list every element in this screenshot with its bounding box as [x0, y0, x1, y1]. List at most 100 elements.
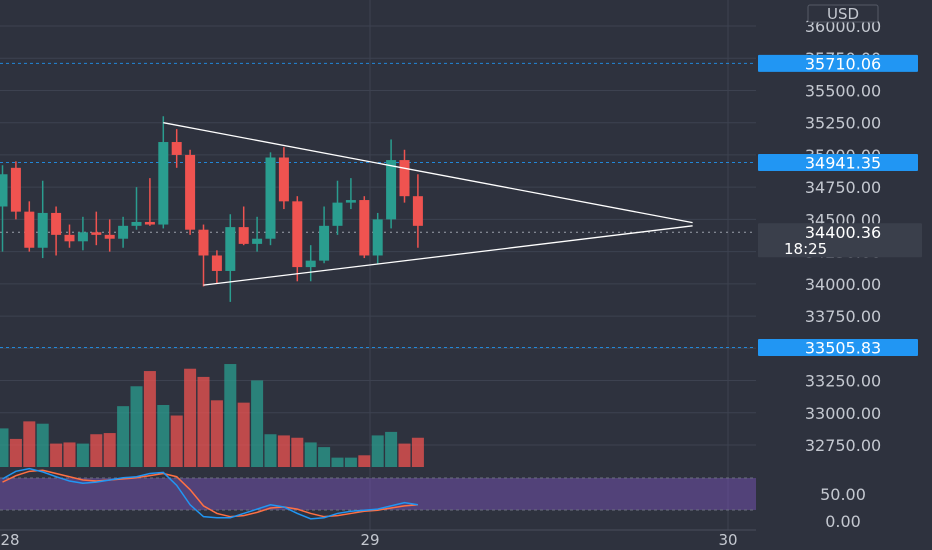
volume-bar — [291, 437, 304, 467]
candle-body — [238, 227, 249, 244]
volume-bar — [304, 442, 317, 467]
volume-bar — [76, 443, 89, 467]
candle-body — [386, 160, 397, 220]
currency-label-box[interactable]: USD — [807, 4, 879, 23]
candle-body — [144, 221, 155, 225]
volume-bar — [0, 428, 9, 467]
volume-bar — [251, 380, 264, 467]
volume-bar — [411, 437, 424, 467]
oscillator-tick-label: 50.00 — [820, 485, 866, 504]
candle-body — [64, 234, 75, 242]
candle-body — [332, 202, 343, 226]
price-level-label-box — [758, 54, 918, 72]
price-level-label: 34941.35 — [805, 153, 881, 172]
oscillator-band — [0, 477, 756, 511]
candle-body — [171, 142, 182, 155]
volume-bar — [36, 423, 49, 467]
candle-body — [10, 167, 21, 212]
volume-bars — [0, 364, 424, 467]
candle-body — [265, 157, 276, 239]
price-level-label: 35710.06 — [805, 54, 881, 73]
candle-body — [372, 219, 383, 256]
candle-body — [252, 238, 263, 244]
price-tick-label: 35250.00 — [805, 114, 881, 133]
price-tick-label: 34750.00 — [805, 178, 881, 197]
volume-bar — [90, 434, 103, 467]
candle-body — [118, 225, 129, 239]
triangle-pattern[interactable] — [163, 122, 693, 286]
price-level-label-box — [758, 153, 918, 171]
volume-bar — [117, 406, 130, 467]
volume-bar — [264, 434, 277, 467]
candle-body — [345, 200, 356, 203]
price-axis[interactable]: 36000.0035750.0035500.0035250.0035000.00… — [805, 17, 881, 531]
candles — [0, 116, 423, 302]
volume-bar — [318, 447, 331, 467]
volume-bar — [344, 457, 357, 467]
volume-bar — [237, 402, 250, 467]
countdown-label: 18:25 — [784, 240, 827, 258]
volume-bar — [398, 443, 411, 467]
volume-bar — [210, 400, 223, 467]
time-axis[interactable]: 28 29 30 — [0, 529, 756, 549]
price-tick-label: 33000.00 — [805, 404, 881, 423]
volume-bar — [331, 457, 344, 467]
volume-bar — [157, 404, 170, 467]
volume-bar — [385, 431, 398, 467]
candle-body — [131, 221, 142, 226]
volume-bar — [184, 368, 197, 467]
candle-body — [91, 232, 102, 235]
candle-body — [305, 260, 316, 268]
volume-bar — [170, 415, 183, 467]
price-level-lines — [0, 62, 756, 349]
price-tick-label: 33750.00 — [805, 307, 881, 326]
candle-body — [51, 212, 62, 235]
candle-body — [37, 212, 48, 248]
current-price-label: 34400.36 — [805, 223, 881, 242]
oscillator-k-line — [2, 467, 419, 520]
triangle-upper-line — [163, 122, 693, 224]
candle-body — [359, 200, 370, 256]
triangle-lower-line — [203, 225, 693, 286]
candle-body — [158, 142, 169, 225]
volume-bar — [9, 438, 22, 467]
volume-bar — [277, 435, 290, 467]
price-tick-label: 35500.00 — [805, 81, 881, 100]
price-tick-label: 34000.00 — [805, 275, 881, 294]
volume-bar — [50, 443, 63, 467]
candle-body — [292, 201, 303, 268]
volume-bar — [143, 371, 156, 467]
current-price-label-box — [758, 223, 922, 258]
price-tick-label: 32750.00 — [805, 436, 881, 455]
oscillator-tick-label: 0.00 — [825, 512, 861, 531]
price-axis-panel — [756, 0, 932, 550]
candle-body — [412, 196, 423, 226]
candle-body — [185, 154, 196, 230]
volume-bar — [23, 421, 36, 467]
candle-body — [104, 234, 115, 239]
volume-bar — [63, 442, 76, 467]
time-tick-label: 30 — [718, 531, 737, 549]
candle-body — [198, 229, 209, 256]
volume-bar — [130, 386, 143, 467]
volume-bar — [358, 455, 371, 467]
volume-bar — [371, 435, 384, 467]
volume-bar — [197, 376, 210, 467]
candle-body — [0, 174, 8, 207]
time-tick-label: 29 — [360, 531, 379, 549]
price-tick-label: 33250.00 — [805, 372, 881, 391]
time-tick-label: 28 — [0, 531, 19, 549]
candle-body — [278, 157, 289, 202]
oscillator-d-line — [2, 469, 418, 518]
volume-bar — [103, 433, 116, 467]
candle-body — [211, 255, 222, 271]
volume-bar — [224, 364, 237, 467]
candle-body — [399, 160, 410, 197]
oscillator-band-fill — [0, 478, 756, 510]
oscillator-lines — [2, 467, 419, 520]
candle-body — [319, 225, 330, 261]
currency-label: USD — [827, 5, 859, 23]
candle-body — [225, 227, 236, 271]
